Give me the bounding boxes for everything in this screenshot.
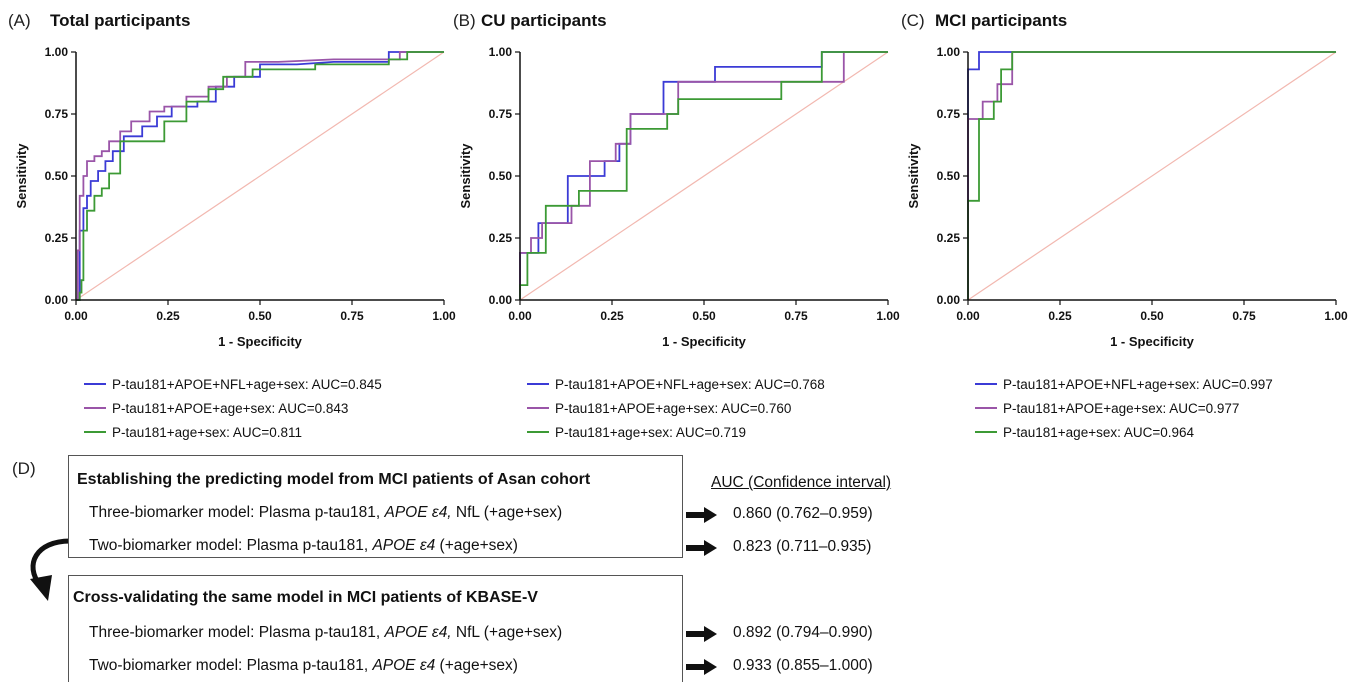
panel-1-reference-line: [75, 51, 445, 301]
panel-3-x-tick-label: 0.50: [1140, 309, 1164, 323]
panel-2-reference-line: [519, 51, 889, 301]
arrow-right-icon: [686, 540, 717, 556]
panel-2-title: CU participants: [481, 11, 607, 30]
panel-2-legend-label-3: P-tau181+age+sex: AUC=0.719: [555, 425, 746, 440]
panel-1-x-tick-label: 0.75: [340, 309, 364, 323]
panel-3-legend-label-2: P-tau181+APOE+age+sex: AUC=0.977: [1003, 401, 1239, 416]
panel-3-legend-label-3: P-tau181+age+sex: AUC=0.964: [1003, 425, 1195, 440]
panel-1-legend-label-2: P-tau181+APOE+age+sex: AUC=0.843: [112, 401, 348, 416]
panel-1-series-1-line: [76, 51, 444, 301]
auc-value: 0.933 (0.855–1.000): [733, 657, 873, 674]
panel-3-series-3-line: [967, 51, 1336, 300]
auc-value: 0.860 (0.762–0.959): [733, 505, 873, 522]
panel-2-x-tick-label: 0.25: [600, 309, 624, 323]
panel-1-x-tick-label: 0.50: [248, 309, 272, 323]
panel-1-x-axis-title: 1 - Specificity: [218, 334, 303, 349]
panel-2-x-tick-label: 1.00: [876, 309, 900, 323]
panel-3-letter: (C): [901, 11, 925, 30]
panel-3-reference-line: [967, 51, 1337, 301]
panel-2-x-axis-title: 1 - Specificity: [662, 334, 747, 349]
establishing-model-box: Establishing the predicting model from M…: [68, 455, 683, 558]
panel-1-legend-label-1: P-tau181+APOE+NFL+age+sex: AUC=0.845: [112, 377, 382, 392]
panel-3-y-tick-label: 0.50: [937, 169, 961, 183]
panel-1-y-tick-label: 0.25: [45, 231, 69, 245]
auc-value: 0.823 (0.711–0.935): [733, 538, 872, 555]
two-biomarker-line-kbase: Two-biomarker model: Plasma p-tau181, AP…: [89, 657, 518, 674]
roc-charts: (A) Total participants 0.00 0.25 0.50 0.75 1.0…: [8, 11, 1348, 440]
panel-3-x-tick-label: 1.00: [1324, 309, 1348, 323]
panel-3-y-tick-label: 0.00: [937, 293, 961, 307]
panel-1-x-tick-label: 0.25: [156, 309, 180, 323]
panel-2-legend-label-1: P-tau181+APOE+NFL+age+sex: AUC=0.768: [555, 377, 825, 392]
panel-2-y-tick-label: 0.75: [489, 107, 513, 121]
panel-3-title: MCI participants: [935, 11, 1067, 30]
panel-3-y-axis-title: Sensitivity: [906, 143, 921, 209]
panel-1-title: Total participants: [50, 11, 190, 30]
curved-arrow-icon: [30, 538, 71, 601]
panel-1-y-tick-label: 1.00: [45, 45, 69, 59]
panel-letter-d: (D): [12, 459, 36, 478]
two-biomarker-line-asan: Two-biomarker model: Plasma p-tau181, AP…: [89, 537, 518, 554]
panel-3-x-axis-title: 1 - Specificity: [1110, 334, 1195, 349]
panel-1-x-tick-label: 0.00: [64, 309, 88, 323]
panel-2-y-tick-label: 1.00: [489, 45, 513, 59]
panel-2-y-tick-label: 0.00: [489, 293, 513, 307]
panel-1-series-2-line: [76, 51, 444, 301]
panel-2-series-1-line: [519, 51, 888, 300]
panel-2-x-tick-label: 0.75: [784, 309, 808, 323]
arrow-right-icon: [686, 659, 717, 675]
panel-1-y-tick-label: 0.50: [45, 169, 69, 183]
panel-1-letter: (A): [8, 11, 31, 30]
panel-2-y-tick-label: 0.25: [489, 231, 513, 245]
panel-2-y-tick-label: 0.50: [489, 169, 513, 183]
model-validation-section: (D) Establishing the predicting model fr…: [0, 455, 1353, 682]
panel-1-y-tick-label: 0.75: [45, 107, 69, 121]
three-biomarker-line-kbase: Three-biomarker model: Plasma p-tau181, …: [89, 624, 563, 641]
panel-1-y-tick-label: 0.00: [45, 293, 69, 307]
arrow-right-icon: [686, 507, 717, 523]
panel-2-x-tick-label: 0.00: [508, 309, 532, 323]
panel-3-y-tick-label: 0.75: [937, 107, 961, 121]
auc-value: 0.892 (0.794–0.990): [733, 624, 873, 641]
panel-3-y-tick-label: 0.25: [937, 231, 961, 245]
panel-2-letter: (B): [453, 11, 476, 30]
panel-1-y-axis-title: Sensitivity: [14, 143, 29, 209]
panel-3-x-tick-label: 0.00: [956, 309, 980, 323]
establishing-model-title: Establishing the predicting model from M…: [77, 471, 591, 488]
panel-2-y-axis-title: Sensitivity: [458, 143, 473, 209]
panel-1-legend-label-3: P-tau181+age+sex: AUC=0.811: [112, 425, 302, 440]
panel-1-x-tick-label: 1.00: [432, 309, 456, 323]
arrow-right-icon: [686, 626, 717, 642]
panel-2-series-2-line: [519, 51, 888, 300]
panel-3-x-tick-label: 0.75: [1232, 309, 1256, 323]
panel-3-x-tick-label: 0.25: [1048, 309, 1072, 323]
panel-3-y-tick-label: 1.00: [937, 45, 961, 59]
panel-2-series-3-line: [519, 51, 888, 300]
three-biomarker-line-asan: Three-biomarker model: Plasma p-tau181, …: [89, 504, 563, 521]
cross-validating-title: Cross-validating the same model in MCI p…: [73, 589, 538, 606]
panel-2-x-tick-label: 0.50: [692, 309, 716, 323]
auc-header: AUC (Confidence interval): [711, 474, 892, 491]
cross-validating-box: Cross-validating the same model in MCI p…: [68, 575, 683, 682]
panel-3-legend-label-1: P-tau181+APOE+NFL+age+sex: AUC=0.997: [1003, 377, 1273, 392]
panel-2-legend-label-2: P-tau181+APOE+age+sex: AUC=0.760: [555, 401, 791, 416]
panel-1-series-3-line: [76, 51, 444, 301]
